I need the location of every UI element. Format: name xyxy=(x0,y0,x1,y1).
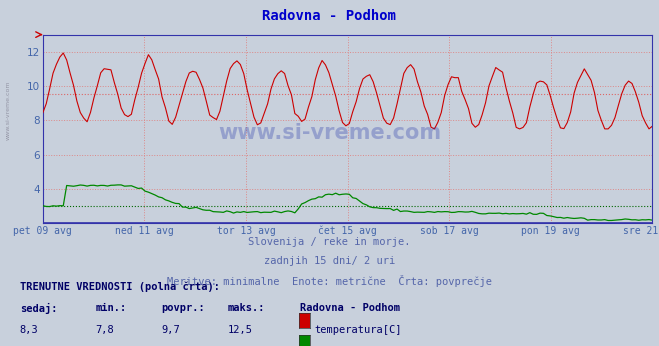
Text: maks.:: maks.: xyxy=(227,303,265,313)
Text: 7,8: 7,8 xyxy=(96,325,114,335)
Text: min.:: min.: xyxy=(96,303,127,313)
Text: 9,7: 9,7 xyxy=(161,325,180,335)
Text: 12,5: 12,5 xyxy=(227,325,252,335)
Text: TRENUTNE VREDNOSTI (polna črta):: TRENUTNE VREDNOSTI (polna črta): xyxy=(20,282,219,292)
Text: povpr.:: povpr.: xyxy=(161,303,205,313)
Text: zadnjih 15 dni/ 2 uri: zadnjih 15 dni/ 2 uri xyxy=(264,256,395,266)
Text: Slovenija / reke in morje.: Slovenija / reke in morje. xyxy=(248,237,411,247)
Text: sedaj:: sedaj: xyxy=(20,303,57,315)
Text: Meritve: minimalne  Enote: metrične  Črta: povprečje: Meritve: minimalne Enote: metrične Črta:… xyxy=(167,275,492,287)
Text: www.si-vreme.com: www.si-vreme.com xyxy=(5,81,11,140)
Text: 8,3: 8,3 xyxy=(20,325,38,335)
Text: Radovna - Podhom: Radovna - Podhom xyxy=(262,9,397,22)
Text: Radovna - Podhom: Radovna - Podhom xyxy=(300,303,400,313)
Text: temperatura[C]: temperatura[C] xyxy=(314,325,402,335)
Text: www.si-vreme.com: www.si-vreme.com xyxy=(218,123,441,143)
